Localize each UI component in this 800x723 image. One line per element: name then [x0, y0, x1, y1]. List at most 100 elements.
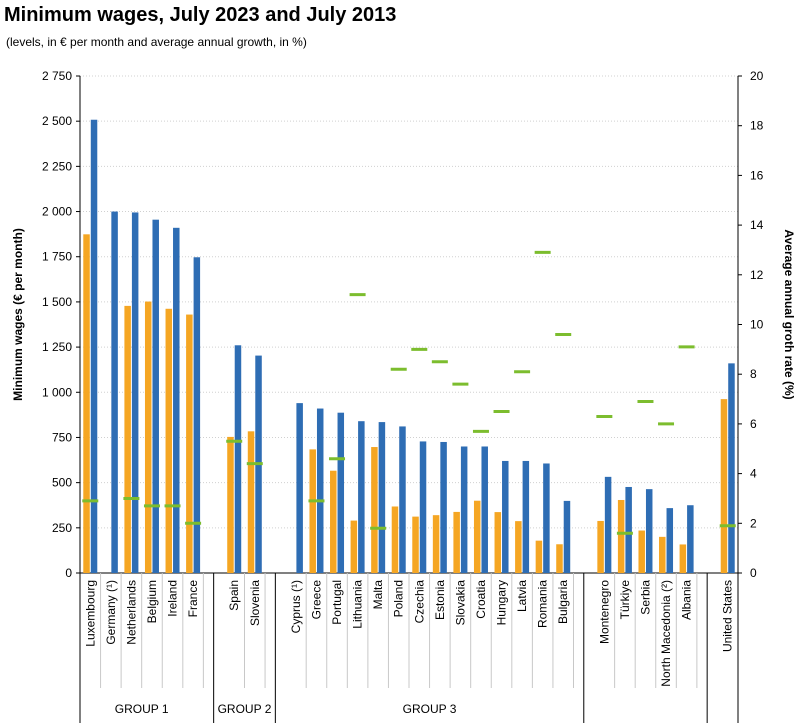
group-label: GROUP 2	[218, 702, 272, 716]
bar-july-2013	[165, 308, 173, 573]
bar-july-2013	[556, 544, 563, 573]
country-label: Luxembourg	[83, 580, 97, 647]
bar-july-2013	[535, 540, 543, 573]
y-tick-label: 1 500	[42, 295, 72, 309]
bar-july-2023	[193, 257, 201, 573]
bar-july-2023	[358, 421, 365, 573]
bar-july-2023	[131, 212, 139, 573]
country-label: Malta	[371, 580, 385, 610]
bar-july-2013	[330, 470, 337, 573]
bar-july-2023	[563, 500, 571, 573]
y2-axis-title: Average annual groth rate (%)	[782, 229, 796, 399]
country-label: Croatia	[474, 580, 488, 619]
y2-tick-label: 2	[750, 516, 757, 530]
country-label: Latvia	[515, 580, 529, 612]
bar-july-2023	[522, 460, 530, 573]
y2-tick-label: 6	[750, 417, 757, 431]
y2-tick-label: 18	[750, 119, 764, 133]
country-label: Serbia	[638, 580, 652, 615]
y2-tick-label: 0	[750, 566, 757, 580]
country-label: France	[186, 580, 200, 618]
bar-july-2013	[227, 436, 234, 573]
bar-july-2023	[337, 412, 345, 573]
y2-tick-label: 14	[750, 218, 764, 232]
bar-july-2023	[316, 408, 324, 573]
bar-july-2013	[659, 536, 666, 573]
bar-july-2023	[728, 363, 735, 573]
y2-tick-label: 16	[750, 168, 764, 182]
bar-july-2013	[597, 520, 604, 573]
country-label: Estonia	[433, 580, 447, 620]
country-label: Poland	[392, 580, 406, 617]
bar-july-2023	[543, 463, 550, 573]
y2-tick-label: 20	[750, 69, 764, 83]
y-tick-label: 0	[65, 566, 72, 580]
bar-july-2013	[720, 399, 728, 573]
group-label: GROUP 1	[115, 702, 169, 716]
chart-title: Minimum wages, July 2023 and July 2013	[4, 4, 397, 26]
group-label: GROUP 3	[403, 702, 457, 716]
bar-july-2023	[502, 460, 509, 573]
bar-july-2013	[350, 520, 358, 573]
country-label: Greece	[309, 580, 323, 620]
bar-july-2013	[412, 516, 419, 573]
y2-tick-label: 12	[750, 268, 764, 282]
country-label: North Macedonia (²)	[659, 580, 673, 687]
country-label: Ireland	[166, 580, 180, 617]
country-label: Montenegro	[597, 580, 611, 644]
y-tick-label: 500	[52, 476, 72, 490]
bar-july-2013	[83, 234, 90, 574]
bar-july-2023	[604, 476, 612, 573]
y-tick-label: 2 500	[42, 114, 72, 128]
y-tick-label: 750	[52, 430, 72, 444]
y-tick-label: 1 000	[42, 385, 72, 399]
y-tick-label: 2 000	[42, 205, 72, 219]
y-tick-label: 1 250	[42, 340, 72, 354]
y2-tick-label: 4	[750, 467, 757, 481]
bar-july-2013	[144, 301, 152, 573]
country-label: Netherlands	[124, 580, 138, 645]
country-label: Slovenia	[248, 580, 262, 626]
bar-july-2013	[371, 447, 378, 573]
bar-july-2023	[625, 486, 632, 573]
y-tick-label: 1 750	[42, 250, 72, 264]
y-tick-label: 2 250	[42, 159, 72, 173]
country-label: Germany (¹)	[104, 580, 118, 645]
bar-july-2013	[432, 515, 440, 573]
country-label: Albania	[680, 580, 694, 620]
bar-july-2023	[111, 211, 118, 573]
bar-july-2023	[645, 489, 653, 573]
bar-july-2023	[687, 505, 694, 573]
bar-july-2023	[460, 446, 468, 573]
country-label: United States	[721, 580, 735, 652]
bar-july-2023	[440, 441, 447, 573]
bar-july-2023	[481, 446, 488, 573]
bar-july-2023	[152, 219, 159, 574]
bar-july-2013	[679, 544, 687, 573]
bar-july-2013	[309, 449, 316, 573]
bar-july-2023	[399, 426, 406, 573]
country-label: Lithuania	[351, 580, 365, 629]
y-tick-label: 250	[52, 521, 72, 535]
bar-july-2013	[391, 506, 399, 573]
bar-july-2013	[124, 305, 131, 573]
y2-tick-label: 10	[750, 318, 764, 332]
bar-july-2013	[473, 500, 481, 573]
country-label: Czechia	[412, 580, 426, 624]
y2-tick-label: 8	[750, 367, 757, 381]
bar-july-2013	[617, 499, 625, 573]
country-label: Bulgaria	[556, 580, 570, 624]
bar-july-2013	[247, 431, 255, 573]
country-label: Belgium	[145, 580, 159, 623]
country-label: Türkiye	[618, 580, 632, 620]
bar-july-2013	[453, 511, 460, 573]
bar-july-2023	[90, 119, 98, 574]
bar-july-2013	[494, 512, 502, 573]
country-label: Romania	[536, 580, 550, 628]
country-label: Slovakia	[453, 580, 467, 626]
bar-july-2013	[515, 521, 522, 573]
bar-july-2023	[419, 441, 427, 573]
bar-july-2023	[296, 403, 303, 573]
bar-july-2023	[666, 508, 674, 573]
